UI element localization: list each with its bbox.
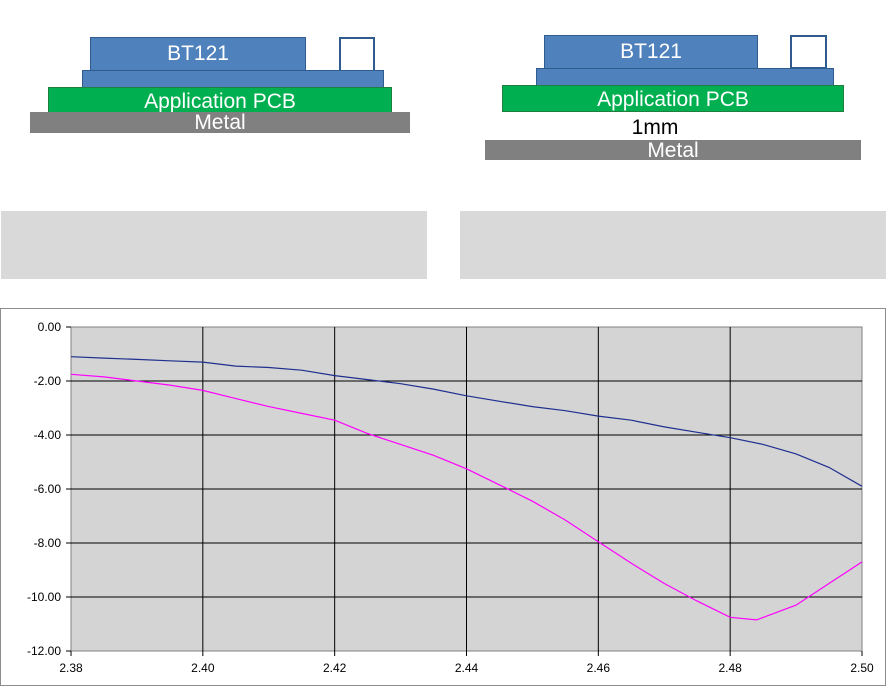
- left-component-square: [339, 37, 375, 72]
- x-tick-label: 2.40: [191, 661, 215, 675]
- series-line-1: [70, 356, 863, 487]
- y-tick-label: -12.00: [27, 644, 61, 658]
- left-caption-box: [1, 211, 427, 279]
- series-line-2: [70, 373, 863, 621]
- right-module-base: [536, 68, 834, 86]
- x-tick-label: 2.50: [850, 661, 874, 675]
- x-tick-label: 2.48: [718, 661, 742, 675]
- left-bt121-chip: BT121: [90, 37, 306, 72]
- left-application-pcb: Application PCB: [48, 87, 392, 113]
- chart-frame: 2.38 2.40 2.42 2.44 2.46 2.48 2.50 0.00 -2.00 -4.…: [0, 308, 886, 686]
- right-application-pcb: Application PCB: [502, 85, 844, 112]
- right-gap-label: 1mm: [631, 116, 679, 139]
- x-tick-label: 2.42: [323, 661, 347, 675]
- right-bt121-chip: BT121: [544, 35, 758, 69]
- line-chart: 2.38 2.40 2.42 2.44 2.46 2.48 2.50 0.00 -2.00 -4.…: [27, 320, 874, 675]
- right-metal-plate: Metal: [485, 140, 861, 162]
- y-tick-label: -2.00: [34, 374, 62, 388]
- right-caption-box: [460, 211, 886, 279]
- y-tick-label: -4.00: [34, 428, 62, 442]
- y-tick-label: -8.00: [34, 536, 62, 550]
- y-tick-label: -6.00: [34, 482, 62, 496]
- x-tick-label: 2.38: [59, 661, 83, 675]
- x-tick-label: 2.44: [455, 661, 479, 675]
- y-tick-label: -10.00: [27, 590, 61, 604]
- left-module-base: [82, 70, 384, 88]
- y-tick-label: 0.00: [38, 320, 62, 334]
- left-metal-plate: Metal: [30, 112, 410, 134]
- x-tick-label: 2.46: [587, 661, 611, 675]
- right-component-square: [790, 35, 827, 69]
